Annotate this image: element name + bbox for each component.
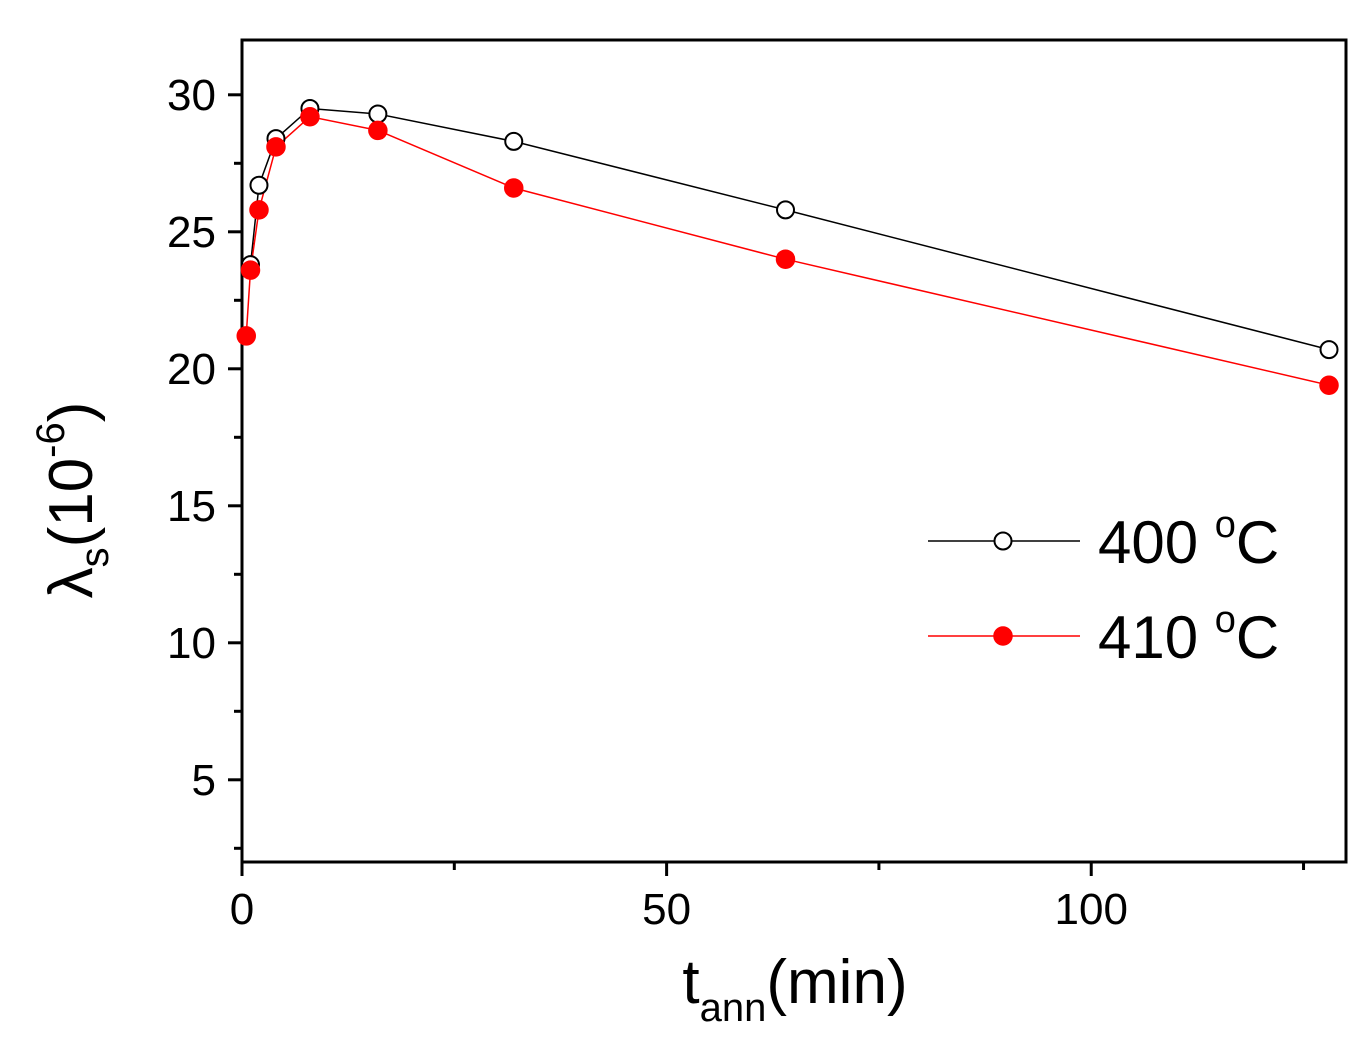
data-point-400 xyxy=(249,175,269,195)
legend: 400 oC 410 oC xyxy=(928,504,1279,671)
tick-labels: 0 50 100 5 10 15 20 25 30 xyxy=(167,71,1128,934)
legend-marker-410 xyxy=(993,626,1013,646)
axes-ticks xyxy=(228,93,1306,876)
data-point-410 xyxy=(249,200,269,220)
data-point-410 xyxy=(1319,375,1339,395)
data-point-400 xyxy=(504,131,524,151)
y-tick-label: 10 xyxy=(167,619,216,668)
x-tick-label: 0 xyxy=(230,885,254,934)
data-point-410 xyxy=(775,249,796,269)
y-tick-label: 25 xyxy=(167,208,216,257)
y-tick-label: 20 xyxy=(167,345,216,394)
y-tick-label: 15 xyxy=(167,482,216,531)
data-point-410 xyxy=(236,326,256,346)
x-axis-title: tann(min) xyxy=(682,948,907,1030)
x-tick-label: 100 xyxy=(1055,885,1128,934)
x-tick-label: 50 xyxy=(642,885,691,934)
plot-frame xyxy=(240,38,1348,864)
data-point-410 xyxy=(368,120,388,141)
series-lines xyxy=(245,107,1330,386)
data-point-400 xyxy=(368,104,388,124)
data-point-410 xyxy=(240,260,261,280)
legend-item-410: 410 oC xyxy=(928,599,1279,671)
data-point-410 xyxy=(266,137,286,157)
data-point-410 xyxy=(504,178,524,198)
legend-label-410: 410 oC xyxy=(1098,599,1279,671)
series-markers xyxy=(236,99,1339,395)
y-axis-title: λs(10-6) xyxy=(29,402,117,599)
data-point-400 xyxy=(776,200,796,220)
y-tick-label: 30 xyxy=(167,71,216,120)
y-tick-label: 5 xyxy=(192,756,216,805)
legend-label-400: 400 oC xyxy=(1098,504,1279,576)
data-point-400 xyxy=(1319,340,1339,360)
data-point-410 xyxy=(300,106,320,127)
legend-marker-400 xyxy=(993,531,1013,551)
legend-item-400: 400 oC xyxy=(928,504,1279,576)
